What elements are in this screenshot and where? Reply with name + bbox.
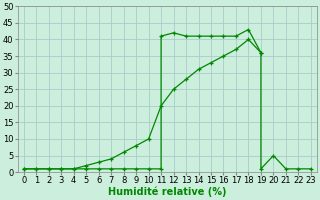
X-axis label: Humidité relative (%): Humidité relative (%) (108, 187, 227, 197)
